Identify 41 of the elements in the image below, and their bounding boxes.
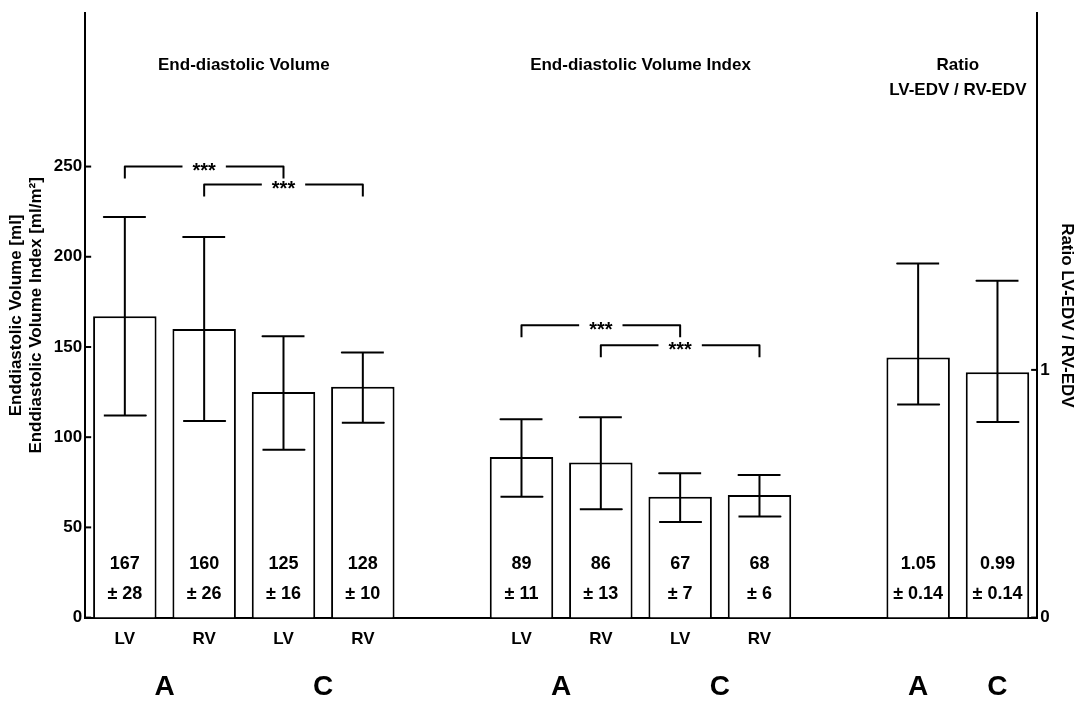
data-label: 0.99 ± 0.14 — [972, 552, 1023, 603]
data-label: 68 ± 6 — [747, 552, 772, 603]
annotation: End-diastolic Volume — [158, 55, 330, 75]
data-label: 89 ± 11 — [504, 552, 539, 603]
y-tick-label: 150 — [53, 336, 83, 356]
data-label: 128 ± 10 — [345, 552, 381, 603]
x-tick-label: RV — [351, 629, 376, 649]
text: C — [709, 670, 730, 702]
data-label: 160 ± 26 — [186, 552, 222, 603]
y-tick-label: 50 — [63, 517, 83, 537]
y2-axis-title: Ratio LV-EDV / RV-EDV — [1058, 223, 1078, 409]
x-tick-label: LV — [669, 629, 692, 649]
y2-tick-label: 0 — [1040, 607, 1050, 627]
x-tick-label: LV — [273, 629, 295, 649]
y-tick-label: 250 — [53, 156, 83, 176]
x-tick-label: LV — [114, 629, 136, 649]
text: A — [551, 670, 572, 702]
y-tick-label: 0 — [72, 607, 83, 627]
annotation: *** — [271, 177, 296, 200]
text: A — [908, 670, 929, 702]
annotation: *** — [589, 317, 613, 340]
data-label: 1.05 ± 0.14 — [893, 552, 944, 603]
y-axis-title: Enddiastolic Volume [ml] Enddiastolic Volume Index [ml/m²] — [5, 177, 46, 454]
x-tick-label: RV — [192, 629, 217, 649]
annotation: End-diastolic Volume Index — [530, 55, 752, 75]
y2-tick-label: 1 — [1040, 359, 1050, 379]
data-label: 167 ± 28 — [107, 552, 143, 603]
text: C — [313, 670, 334, 702]
x-tick-label: RV — [747, 629, 772, 649]
x-tick-label: LV — [511, 629, 533, 649]
data-label: 125 ± 16 — [266, 552, 301, 603]
annotation: *** — [192, 159, 217, 182]
data-label: 67 ± 7 — [667, 552, 693, 603]
y-tick-label: 100 — [53, 426, 83, 446]
text: A — [154, 670, 175, 702]
annotation: Ratio LV-EDV / RV-EDV — [889, 55, 1028, 100]
text: C — [987, 670, 1008, 702]
y-tick-label: 200 — [53, 246, 83, 266]
annotation: *** — [668, 337, 693, 360]
x-tick-label: RV — [589, 629, 614, 649]
data-label: 86 ± 13 — [583, 552, 619, 603]
